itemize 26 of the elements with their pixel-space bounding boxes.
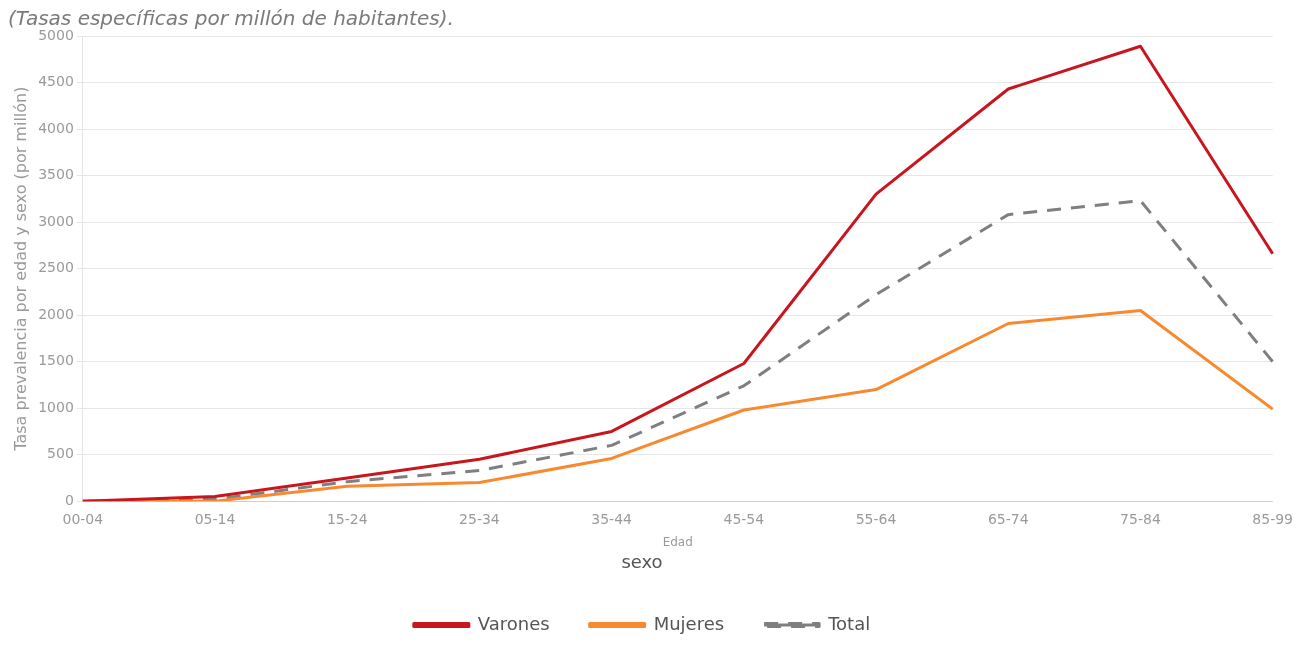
y-tick-label: 1500 bbox=[38, 352, 74, 369]
x-tick-label: 75-84 bbox=[1120, 511, 1161, 528]
y-tick-label: 3500 bbox=[38, 166, 74, 183]
x-tick-label: 35-44 bbox=[591, 511, 633, 528]
x-tick-label: 00-04 bbox=[62, 511, 104, 528]
x-axis-title: Edad bbox=[662, 535, 693, 550]
legend-label: Total bbox=[827, 612, 871, 634]
y-tick-label: 2500 bbox=[38, 259, 74, 276]
x-tick-label: 45-54 bbox=[723, 511, 765, 528]
x-tick-label: 55-64 bbox=[855, 511, 897, 528]
y-tick-label: 0 bbox=[64, 491, 74, 508]
y-tick-label: 500 bbox=[47, 445, 74, 462]
x-tick-label: 65-74 bbox=[987, 511, 1029, 528]
x-tick-label: 25-34 bbox=[459, 511, 500, 528]
legend-title: sexo bbox=[621, 551, 663, 573]
y-tick-label: 4000 bbox=[38, 119, 74, 136]
y-tick-label: 2000 bbox=[38, 305, 74, 322]
legend-label: Varones bbox=[477, 612, 550, 634]
y-tick-label: 3000 bbox=[38, 212, 74, 229]
x-tick-label: 85-99 bbox=[1252, 511, 1293, 528]
y-axis-title: Tasa prevalencia por edad y sexo (por millón) bbox=[10, 86, 30, 452]
x-tick-label: 15-24 bbox=[326, 511, 368, 528]
y-tick-label: 4500 bbox=[38, 73, 74, 90]
x-tick-label: 05-14 bbox=[194, 511, 236, 528]
y-tick-label: 1000 bbox=[38, 398, 74, 415]
legend-label: Mujeres bbox=[653, 612, 725, 634]
